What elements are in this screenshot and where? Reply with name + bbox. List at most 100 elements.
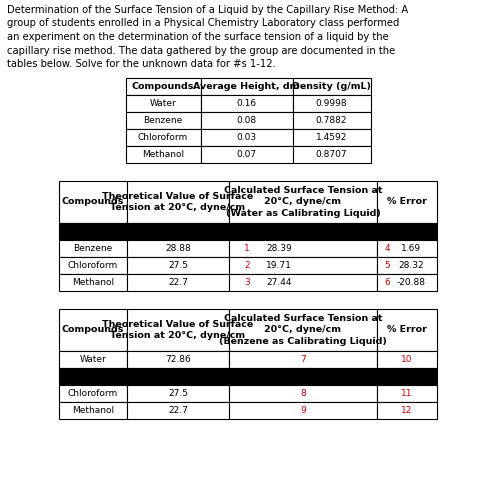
Text: 2: 2 [244, 261, 250, 270]
Bar [229, 385, 377, 402]
Bar [229, 257, 377, 274]
Text: -20.88: -20.88 [396, 278, 426, 287]
Text: Benzene: Benzene [73, 244, 113, 253]
Bar [229, 351, 377, 368]
Bar [377, 240, 437, 257]
Bar [59, 351, 127, 368]
Text: 0.9998: 0.9998 [315, 99, 347, 108]
Bar [377, 257, 437, 274]
Text: Compounds: Compounds [62, 198, 124, 207]
Text: 28.32: 28.32 [398, 261, 424, 270]
Text: 27.5: 27.5 [168, 389, 188, 398]
Text: Methanol: Methanol [142, 150, 184, 159]
Text: Calculated Surface Tension at
20°C, dyne/cm
(Benzene as Calibrating Liquid): Calculated Surface Tension at 20°C, dyne… [219, 314, 387, 346]
Bar [59, 309, 127, 351]
Text: Methanol: Methanol [72, 278, 114, 287]
Bar [229, 368, 377, 385]
Bar [127, 240, 229, 257]
Text: Chloroform: Chloroform [68, 389, 118, 398]
Bar [200, 95, 293, 112]
Text: 0.8707: 0.8707 [315, 150, 347, 159]
Text: Compounds: Compounds [62, 325, 124, 334]
Text: group of students enrolled in a Physical Chemistry Laboratory class performed: group of students enrolled in a Physical… [7, 19, 399, 29]
Text: Average Height, dm: Average Height, dm [193, 82, 300, 91]
Bar [229, 223, 377, 240]
Bar [293, 95, 371, 112]
Text: 0.03: 0.03 [237, 133, 256, 142]
Text: Benzene: Benzene [143, 116, 183, 125]
Bar [127, 257, 229, 274]
Bar [125, 112, 200, 129]
Text: 0.7882: 0.7882 [316, 116, 347, 125]
Bar [229, 240, 377, 257]
Text: 9: 9 [300, 406, 306, 415]
Text: Water: Water [80, 355, 106, 364]
Bar [229, 309, 377, 351]
Bar [125, 78, 200, 95]
Bar [377, 368, 437, 385]
Text: 27.5: 27.5 [168, 261, 188, 270]
Bar [293, 129, 371, 146]
Bar [377, 274, 437, 291]
Text: 12: 12 [401, 406, 413, 415]
Text: Calculated Surface Tension at
20°C, dyne/cm
(Water as Calibrating Liquid): Calculated Surface Tension at 20°C, dyne… [224, 186, 382, 218]
Text: 11: 11 [401, 389, 413, 398]
Bar [377, 181, 437, 223]
Text: 4: 4 [384, 244, 390, 253]
Bar [127, 223, 229, 240]
Text: Theoretical Value of Surface
Tension at 20°C, dyne/cm: Theoretical Value of Surface Tension at … [102, 192, 253, 212]
Bar [127, 309, 229, 351]
Text: 1: 1 [244, 244, 250, 253]
Bar [127, 351, 229, 368]
Text: 27.44: 27.44 [266, 278, 292, 287]
Bar [125, 146, 200, 163]
Bar [125, 129, 200, 146]
Bar [127, 385, 229, 402]
Bar [59, 274, 127, 291]
Bar [200, 78, 293, 95]
Bar [127, 402, 229, 419]
Bar [377, 385, 437, 402]
Text: Compounds: Compounds [132, 82, 194, 91]
Text: tables below. Solve for the unknown data for #s 1-12.: tables below. Solve for the unknown data… [7, 59, 276, 69]
Text: Methanol: Methanol [72, 406, 114, 415]
Bar [127, 181, 229, 223]
Bar [59, 257, 127, 274]
Text: 0.08: 0.08 [237, 116, 256, 125]
Text: 1.4592: 1.4592 [316, 133, 347, 142]
Bar [229, 181, 377, 223]
Text: Determination of the Surface Tension of a Liquid by the Capillary Rise Method: A: Determination of the Surface Tension of … [7, 5, 408, 15]
Text: 0.07: 0.07 [237, 150, 256, 159]
Bar [377, 309, 437, 351]
Text: 19.71: 19.71 [266, 261, 292, 270]
Text: an experiment on the determination of the surface tension of a liquid by the: an experiment on the determination of th… [7, 32, 389, 42]
Text: 22.7: 22.7 [168, 406, 188, 415]
Text: Theoretical Value of Surface
Tension at 20°C, dyne/cm: Theoretical Value of Surface Tension at … [102, 320, 253, 340]
Text: Chloroform: Chloroform [138, 133, 188, 142]
Text: 1.69: 1.69 [401, 244, 421, 253]
Text: 28.39: 28.39 [266, 244, 292, 253]
Text: 6: 6 [384, 278, 390, 287]
Text: capillary rise method. The data gathered by the group are documented in the: capillary rise method. The data gathered… [7, 45, 395, 56]
Text: 10: 10 [401, 355, 413, 364]
Bar [293, 112, 371, 129]
Text: 22.7: 22.7 [168, 278, 188, 287]
Bar [200, 129, 293, 146]
Text: Water: Water [150, 99, 177, 108]
Text: 8: 8 [300, 389, 306, 398]
Bar [293, 78, 371, 95]
Text: 0.16: 0.16 [237, 99, 256, 108]
Bar [127, 274, 229, 291]
Bar [377, 223, 437, 240]
Bar [59, 385, 127, 402]
Bar [59, 368, 127, 385]
Bar [377, 402, 437, 419]
Text: Density (g/mL): Density (g/mL) [292, 82, 371, 91]
Text: 28.88: 28.88 [165, 244, 191, 253]
Bar [200, 112, 293, 129]
Bar [127, 368, 229, 385]
Bar [200, 146, 293, 163]
Text: 72.86: 72.86 [165, 355, 191, 364]
Bar [59, 223, 127, 240]
Text: 5: 5 [384, 261, 390, 270]
